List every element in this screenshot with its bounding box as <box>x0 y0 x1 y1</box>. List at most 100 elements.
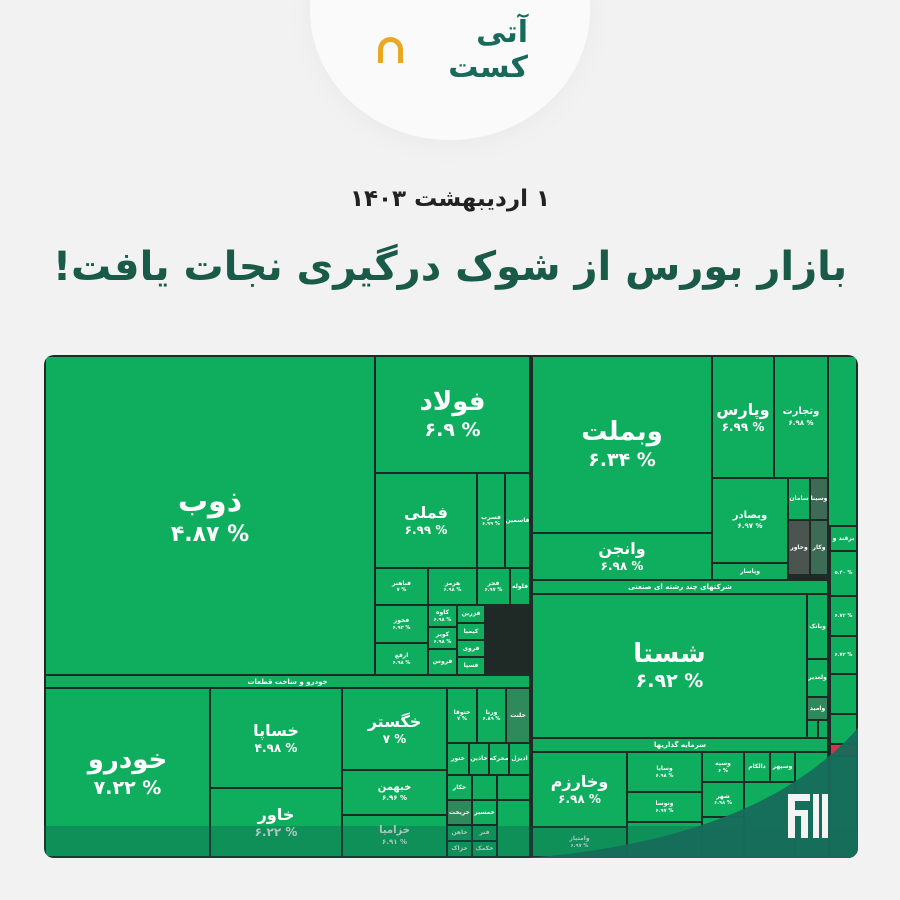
treemap-tile[interactable]: فزرین <box>457 605 485 623</box>
treemap-tile[interactable] <box>830 674 857 714</box>
treemap-tile[interactable]: وکار <box>810 520 828 575</box>
treemap-tile[interactable] <box>830 744 857 756</box>
treemap-tile[interactable]: ختوقا ۷ % <box>447 688 477 743</box>
treemap-tile[interactable]: دالکام <box>744 752 770 782</box>
tile-change-percent: ۶.۹۷ % <box>737 522 763 531</box>
treemap-tile[interactable]: فولاد ۶.۹ % <box>375 356 530 473</box>
tile-symbol: ارفع <box>394 652 409 660</box>
sector-header[interactable]: شرکتهای چند رشته ای صنعتی <box>532 580 828 594</box>
treemap-tile[interactable] <box>497 800 530 857</box>
treemap-tile[interactable]: شستا ۶.۹۲ % <box>532 594 807 738</box>
treemap-tile[interactable]: خلنت <box>506 688 530 743</box>
treemap-tile[interactable] <box>830 756 857 857</box>
treemap-tile[interactable]: وسینا <box>810 478 828 520</box>
treemap-tile[interactable] <box>702 817 744 857</box>
treemap-tile[interactable]: فجر ۶.۹۷ % <box>477 568 510 605</box>
tile-change-percent: ۷ % <box>396 587 407 594</box>
tile-change-percent: ۶.۹۷ % <box>655 807 674 814</box>
treemap-tile[interactable]: وبصادر ۶.۹۷ % <box>712 478 788 563</box>
treemap-tile[interactable]: ورنا ۶.۸۹ % <box>477 688 506 743</box>
tile-symbol: خاهن <box>451 829 468 837</box>
treemap-tile[interactable]: وسپه ۶ % <box>702 752 744 782</box>
treemap-tile[interactable]: خاهن <box>447 825 472 841</box>
treemap-tile[interactable]: فخوز ۶.۹۳ % <box>375 605 428 643</box>
tile-change-percent: ۴.۸۷ % <box>170 521 250 547</box>
treemap-tile[interactable]: فملی ۶.۹۹ % <box>375 473 477 568</box>
treemap-tile[interactable]: ذوب ۴.۸۷ % <box>45 356 375 675</box>
sector-header[interactable]: خودرو و ساخت قطعات <box>45 675 530 688</box>
treemap-tile[interactable]: کویر ۶.۹۸ % <box>428 627 457 649</box>
tile-symbol: وسایا <box>656 765 673 773</box>
treemap-tile[interactable]: سامان <box>788 478 810 520</box>
treemap-tile[interactable]: ارفع ۶.۹۸ % <box>375 643 428 675</box>
treemap-tile[interactable]: خودرو ۷.۲۲ % <box>45 688 210 857</box>
treemap-tile[interactable]: خاذین <box>469 743 489 775</box>
treemap-tile[interactable]: ختور <box>447 743 469 775</box>
treemap-tile[interactable]: ۵.۴۰ % <box>830 551 857 596</box>
treemap-tile[interactable]: وخاور <box>788 520 810 575</box>
treemap-tile[interactable]: وبملت ۶.۳۴ % <box>532 356 712 533</box>
treemap-tile[interactable]: خکمک <box>472 841 497 857</box>
treemap-tile[interactable]: وپاسار <box>712 563 788 580</box>
treemap-tile[interactable]: برقند و <box>830 526 857 551</box>
sector-header[interactable]: سرمایه گذاریها <box>532 738 828 752</box>
tile-change-percent: ۶.۹۷ % <box>570 842 589 849</box>
tile-change-percent: ۶.۹۹ % <box>482 521 500 528</box>
tile-symbol: خکمک <box>475 845 494 853</box>
treemap-tile[interactable]: محرکه <box>489 743 509 775</box>
treemap-tile[interactable]: کیمیا <box>457 623 485 640</box>
treemap-tile[interactable] <box>472 775 497 800</box>
tile-symbol: شهر <box>716 792 730 800</box>
treemap-tile[interactable] <box>627 822 702 857</box>
treemap-tile[interactable]: خزاک <box>447 841 472 857</box>
tile-symbol: خاور <box>257 805 295 824</box>
treemap-tile[interactable]: فروی <box>457 640 485 657</box>
treemap-tile[interactable]: فلوله <box>510 568 530 605</box>
treemap-tile[interactable]: وبانک <box>807 594 828 659</box>
tile-symbol: وبصادر <box>732 509 768 521</box>
treemap-tile[interactable]: خاور ۶.۲۲ % <box>210 788 342 857</box>
treemap-tile[interactable]: فسرب ۶.۹۹ % <box>477 473 505 568</box>
treemap-tile[interactable]: خمسیر <box>472 800 497 825</box>
treemap-tile[interactable] <box>828 356 857 526</box>
treemap-tile[interactable]: فباهنر ۷ % <box>375 568 428 605</box>
treemap-tile[interactable]: خبهمن ۶.۹۶ % <box>342 770 447 815</box>
treemap-tile[interactable]: خزامیا ۶.۹۱ % <box>342 815 447 857</box>
treemap-tile[interactable]: خگستر ۷ % <box>342 688 447 770</box>
treemap-tile[interactable]: ادیزل <box>509 743 530 775</box>
treemap-tile[interactable]: فسپا <box>457 657 485 675</box>
headphone-icon <box>378 37 404 63</box>
treemap-tile[interactable]: خساپا ۴.۹۸ % <box>210 688 342 788</box>
tile-symbol: کیمیا <box>463 627 479 635</box>
tile-symbol: فملی <box>404 503 448 522</box>
treemap-tile[interactable] <box>497 775 530 800</box>
treemap-tile[interactable]: فاسمین <box>505 473 530 568</box>
treemap-tile[interactable]: وپارس ۶.۹۹ % <box>712 356 774 478</box>
treemap-tile[interactable]: وسپهر <box>770 752 795 782</box>
treemap-tile[interactable]: خریخت <box>447 800 472 825</box>
treemap-tile[interactable]: شهر ۶.۹۸ % <box>702 782 744 817</box>
treemap-tile[interactable]: وتجارت ۶.۹۸ % <box>774 356 828 478</box>
treemap-tile[interactable]: وانجن ۶.۹۸ % <box>532 533 712 580</box>
tile-symbol: وکار <box>812 543 826 551</box>
treemap-tile[interactable]: وخارزم ۶.۹۸ % <box>532 752 627 827</box>
date-label: ۱ اردیبهشت ۱۴۰۳ <box>349 186 551 212</box>
treemap-tile[interactable] <box>807 720 818 738</box>
tile-symbol: فولاد <box>419 387 486 418</box>
tile-change-percent: ۶.۹۷ % <box>484 587 503 594</box>
brand-logo: آتی کست <box>378 15 528 85</box>
treemap-tile[interactable]: وسایا ۶.۹۸ % <box>627 752 702 792</box>
treemap-tile[interactable]: ولغدیر <box>807 659 828 697</box>
treemap-tile[interactable]: کاوه ۶.۹۸ % <box>428 605 457 627</box>
treemap-tile[interactable]: وامتیاز ۶.۹۷ % <box>532 827 627 857</box>
treemap-tile[interactable]: ۶.۷۲ % <box>830 596 857 636</box>
treemap-tile[interactable] <box>830 714 857 744</box>
treemap-tile[interactable]: وتوسا ۶.۹۷ % <box>627 792 702 822</box>
treemap-tile[interactable] <box>818 720 828 738</box>
treemap-tile[interactable]: خکار <box>447 775 472 800</box>
treemap-tile[interactable]: ۶.۷۲ % <box>830 636 857 674</box>
treemap-tile[interactable]: وامید <box>807 697 828 720</box>
treemap-tile[interactable]: فروس <box>428 649 457 675</box>
treemap-tile[interactable]: هرمز ۶.۹۸ % <box>428 568 477 605</box>
treemap-tile[interactable]: فنر <box>472 825 497 841</box>
